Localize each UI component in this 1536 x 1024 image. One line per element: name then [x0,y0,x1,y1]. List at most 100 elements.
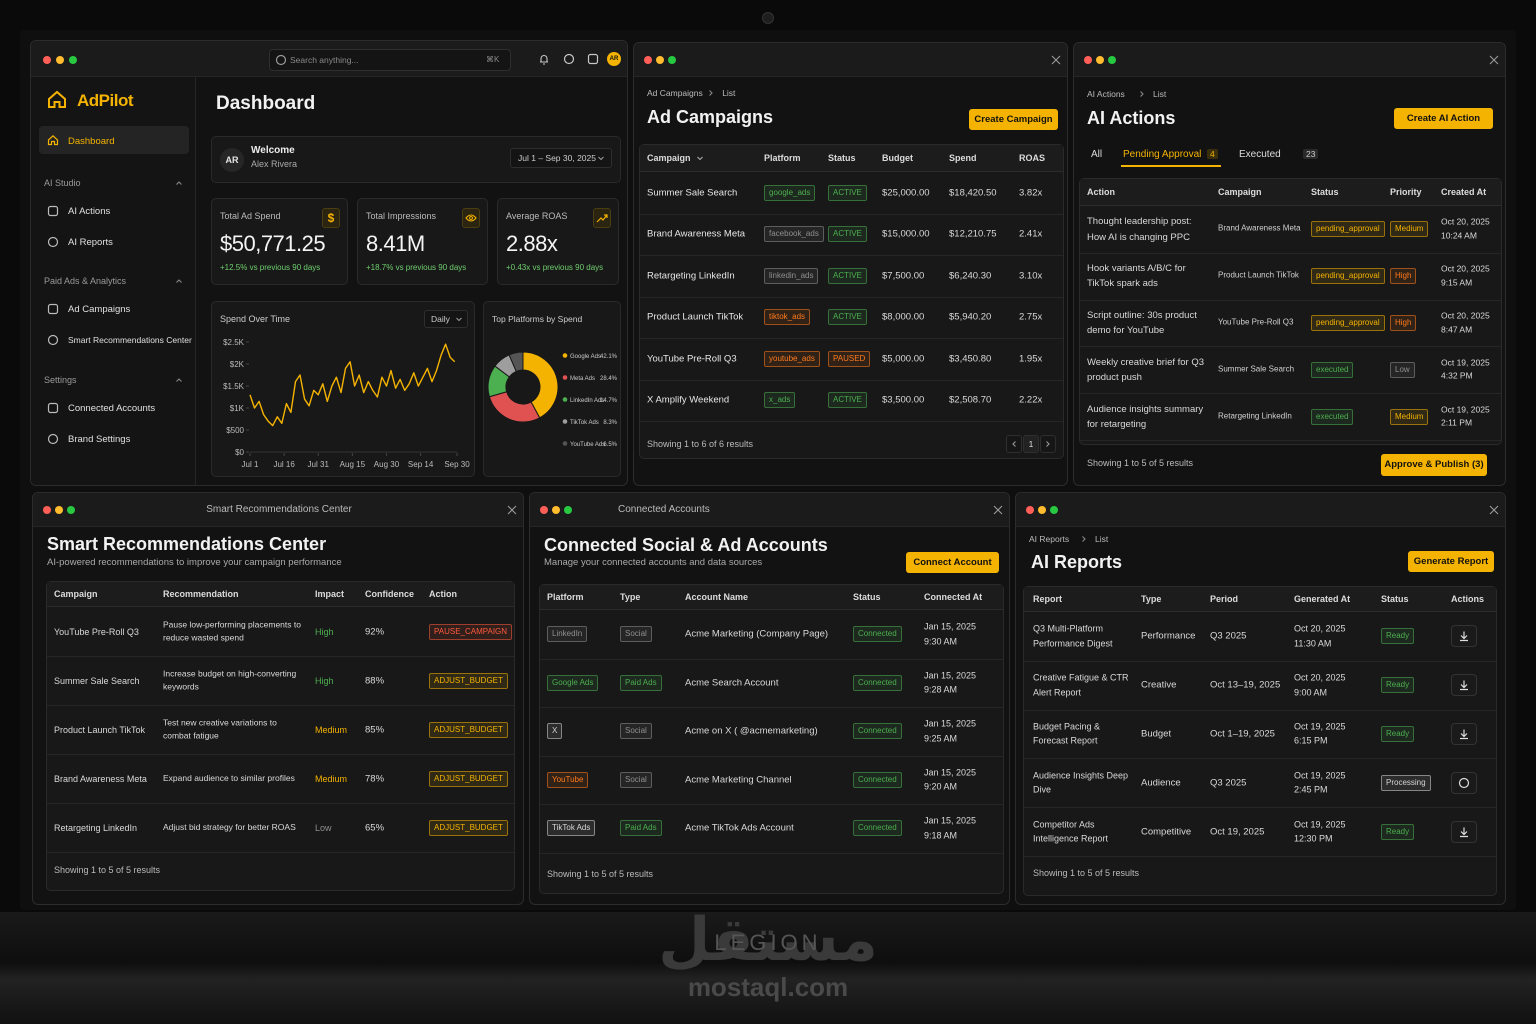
download-button[interactable] [1451,820,1477,843]
granularity-select[interactable]: Daily [424,310,468,328]
table-cell: High [315,626,334,637]
pagination-button[interactable] [1006,435,1022,453]
column-header: Report [1033,594,1062,604]
table-cell: Product Launch TikTok [1218,270,1299,280]
column-header: Campaign [647,153,691,163]
x-tick-label: Jul 1 [242,460,259,469]
icon [1458,777,1470,788]
cell-line: Oct 19, 2025 [1441,357,1490,368]
table-header-row [1080,179,1501,206]
table-panel [1079,178,1502,445]
cell-line: 9:30 AM [924,636,958,647]
tab-count: 4 [1207,149,1218,159]
primary-button[interactable]: Create AI Action [1394,108,1493,129]
camera [762,12,774,24]
shortcut-hint: ⌘K [486,55,500,64]
cell-line: 11:30 AM [1294,638,1332,649]
nav-item[interactable]: Connected Accounts [68,403,156,414]
badge: Ready [1381,823,1415,840]
icon-shape [596,214,608,223]
date-range-picker[interactable]: Jul 1 – Sep 30, 2025 [510,148,612,168]
legend-dot [562,419,568,424]
primary-button[interactable]: Generate Report [1408,551,1494,572]
kpi-change: +0.43x vs previous 90 days [506,263,604,272]
column-header: Platform [547,592,584,602]
cell-line: Oct 19, 2025 [1294,721,1346,732]
table-cell: Retargeting LinkedIn [647,270,735,282]
primary-button[interactable]: Create Campaign [969,109,1058,130]
cell-line: Oct 19, 2025 [1441,404,1490,414]
row-divider [540,755,1003,757]
row-divider [540,707,1003,708]
welcome-avatar: AR [220,148,244,172]
breadcrumb: List [722,88,736,98]
kpi-value: $50,771.25 [220,231,326,256]
cell-line: Jan 15, 2025 [924,621,977,632]
download-button[interactable] [1451,723,1477,745]
table-cell: Competitor Ads Intelligence Report [1033,819,1109,844]
icon-shape [1458,777,1470,788]
title-bar: Smart Recommendations Center [33,493,523,527]
primary-button[interactable]: Connect Account [906,552,999,573]
kpi-label: Total Ad Spend [220,211,281,221]
icon-shape [598,156,604,161]
download-button[interactable] [1451,625,1477,648]
icon-shape [47,433,59,445]
nav-item[interactable]: Ad Campaigns [68,304,131,315]
nav-item[interactable]: AI Actions [68,206,111,217]
badge: Social [620,771,652,788]
x-tick-label: Aug 15 [340,460,366,469]
window-dot [644,56,652,64]
badge: Medium [1390,408,1429,425]
nav-item[interactable]: Dashboard [68,136,115,147]
row-divider [1080,299,1501,301]
watermark-brand: LEGION [714,930,822,955]
row-divider [1080,252,1501,254]
search-box[interactable]: Search anything... ⌘K [269,49,511,71]
download-button[interactable] [1451,674,1477,697]
page-title: Ad Campaigns [647,107,774,127]
cell-line: Oct 19, 2025 [1294,770,1346,781]
table-cell: Low [315,822,332,833]
window-dot [1108,56,1116,64]
row-divider [1024,709,1496,711]
badge: Low [1390,361,1415,378]
nav-item[interactable]: Smart Recommendations Center [68,335,192,345]
table-footer: Showing 1 to 5 of 5 results [1087,458,1194,468]
icon-shape [1460,827,1468,837]
watermark-site: mostaql.com [687,972,849,1002]
tab[interactable]: Executed [1239,149,1281,160]
nav-item[interactable]: AI Reports [68,237,113,248]
table-cell: Retargeting LinkedIn [54,822,138,833]
table-cell: Retargeting LinkedIn [1218,411,1292,421]
table-cell: Summer Sale Search [1218,364,1295,374]
icon-shape [47,205,59,217]
tab[interactable]: Pending Approval [1123,149,1202,160]
table-cell: YouTube Pre-Roll Q3 [1218,317,1294,327]
pagination-button[interactable]: 1 [1023,435,1039,453]
column-header: Action [429,589,457,599]
window-dot [1038,506,1046,514]
table-cell: Creative Fatigue & CTR Alert Report [1033,672,1129,698]
pagination-button[interactable] [1040,435,1056,453]
table-cell: Acme Marketing Channel [685,774,792,786]
download-button[interactable] [1451,771,1477,794]
tab[interactable]: All [1091,149,1103,160]
y-tick-label: $2.5K [223,338,245,347]
nav-item[interactable]: Brand Settings [68,434,131,445]
table-cell: 3.82x [1019,187,1043,199]
approve-button[interactable]: Approve & Publish (3) [1381,454,1487,476]
cell-line: 9:18 AM [924,830,958,841]
cell-line: Oct 20, 2025 [1441,263,1490,274]
column-header: Campaign [54,589,98,599]
badge: Paid Ads [620,820,662,837]
column-header: Confidence [365,589,415,599]
legend-label: YouTube Ads [570,442,605,448]
page-title: Smart Recommendations Center [47,534,327,554]
laptop-base [0,912,1536,1024]
badge: Connected [853,723,902,740]
legend-dot [562,353,568,358]
table-cell: YouTube Pre-Roll Q3 [54,626,139,637]
table-cell: Medium [315,773,348,784]
table-cell: 1.95x [1019,353,1043,365]
